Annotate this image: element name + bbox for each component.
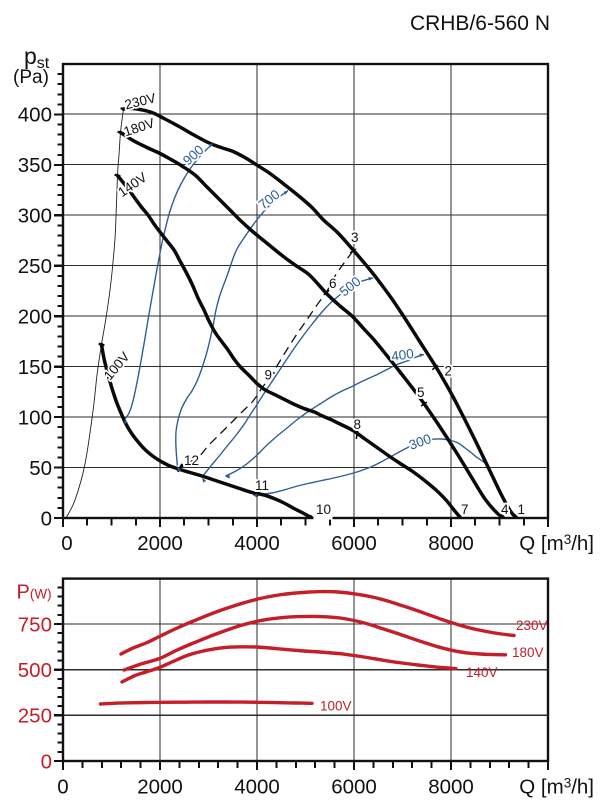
svg-text:11: 11 xyxy=(255,478,269,493)
svg-text:750: 750 xyxy=(18,613,52,636)
svg-text:2: 2 xyxy=(445,364,453,379)
svg-text:0: 0 xyxy=(61,532,72,555)
svg-text:180V: 180V xyxy=(512,645,544,660)
svg-text:50: 50 xyxy=(29,457,52,480)
svg-text:0: 0 xyxy=(57,776,68,799)
svg-text:(Pa): (Pa) xyxy=(13,67,49,88)
svg-text:400: 400 xyxy=(390,346,414,364)
svg-text:8000: 8000 xyxy=(428,776,474,799)
svg-text:100: 100 xyxy=(18,406,52,429)
svg-text:9: 9 xyxy=(265,368,273,383)
svg-text:6000: 6000 xyxy=(331,532,377,555)
svg-text:400: 400 xyxy=(18,104,52,127)
svg-text:10: 10 xyxy=(316,502,331,517)
svg-text:12: 12 xyxy=(184,453,199,468)
svg-text:180V: 180V xyxy=(122,115,157,139)
svg-text:300: 300 xyxy=(407,431,433,453)
svg-text:100V: 100V xyxy=(320,699,352,714)
svg-text:3: 3 xyxy=(351,230,359,245)
svg-text:300: 300 xyxy=(18,205,52,228)
svg-text:350: 350 xyxy=(18,154,52,177)
svg-text:230V: 230V xyxy=(516,618,548,633)
svg-text:2000: 2000 xyxy=(137,776,183,799)
svg-text:6: 6 xyxy=(329,276,337,291)
svg-text:140V: 140V xyxy=(466,665,498,680)
svg-text:8: 8 xyxy=(354,417,362,432)
svg-text:150: 150 xyxy=(18,356,52,379)
svg-text:700: 700 xyxy=(256,187,283,213)
svg-text:6000: 6000 xyxy=(331,776,377,799)
svg-text:4: 4 xyxy=(501,502,509,517)
svg-text:7: 7 xyxy=(461,502,469,517)
svg-text:8000: 8000 xyxy=(428,532,474,555)
svg-text:4000: 4000 xyxy=(234,776,280,799)
svg-text:250: 250 xyxy=(18,705,52,728)
svg-text:5: 5 xyxy=(417,385,425,400)
svg-text:Q [m3/h]: Q [m3/h] xyxy=(519,776,594,799)
svg-text:2000: 2000 xyxy=(137,532,183,555)
svg-text:0: 0 xyxy=(41,507,52,530)
svg-text:500: 500 xyxy=(18,659,52,682)
svg-text:200: 200 xyxy=(18,306,52,329)
svg-text:P(W): P(W) xyxy=(17,582,52,604)
svg-text:250: 250 xyxy=(18,255,52,278)
svg-text:1: 1 xyxy=(518,502,526,517)
svg-text:Q [m3/h]: Q [m3/h] xyxy=(519,532,594,555)
svg-text:CRHB/6-560 N: CRHB/6-560 N xyxy=(410,12,550,35)
svg-text:4000: 4000 xyxy=(234,532,280,555)
svg-text:0: 0 xyxy=(41,750,52,773)
svg-text:500: 500 xyxy=(337,274,364,300)
